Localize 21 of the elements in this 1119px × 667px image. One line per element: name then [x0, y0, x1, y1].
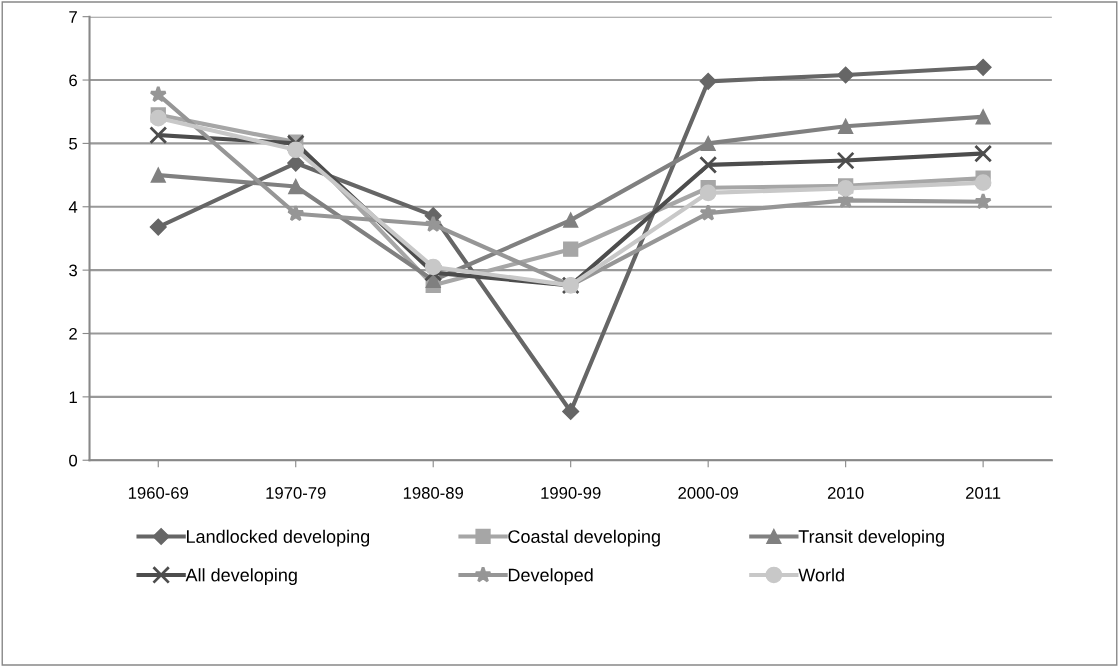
y-tick-label: 7 [69, 11, 77, 23]
y-tick-label: 5 [69, 137, 78, 150]
legend-label: All developing [185, 568, 297, 586]
x-tick-label: 2000-09 [678, 487, 738, 499]
x-tick-label: 2011 [966, 487, 1001, 499]
x-tick-label: 1960-69 [128, 487, 189, 499]
legend-label: Developed [508, 568, 593, 586]
x-tick-label: 2010 [827, 487, 864, 499]
y-tick-label: 6 [69, 74, 77, 87]
y-tick-label: 0 [69, 454, 78, 467]
legend-label: Coastal developing [508, 529, 660, 547]
y-tick-label: 1 [69, 391, 77, 403]
y-tick-label: 3 [69, 264, 77, 277]
x-tick-label: 1980-89 [403, 487, 464, 499]
y-tick-label: 2 [69, 327, 77, 340]
legend-label: Landlocked developing [186, 529, 370, 547]
x-tick-label: 1970-79 [266, 487, 326, 499]
y-tick-label: 4 [68, 201, 78, 213]
legend-label: World [798, 568, 844, 582]
x-tick-label: 1990-99 [541, 487, 601, 499]
legend-label: Transit developing [798, 529, 944, 547]
